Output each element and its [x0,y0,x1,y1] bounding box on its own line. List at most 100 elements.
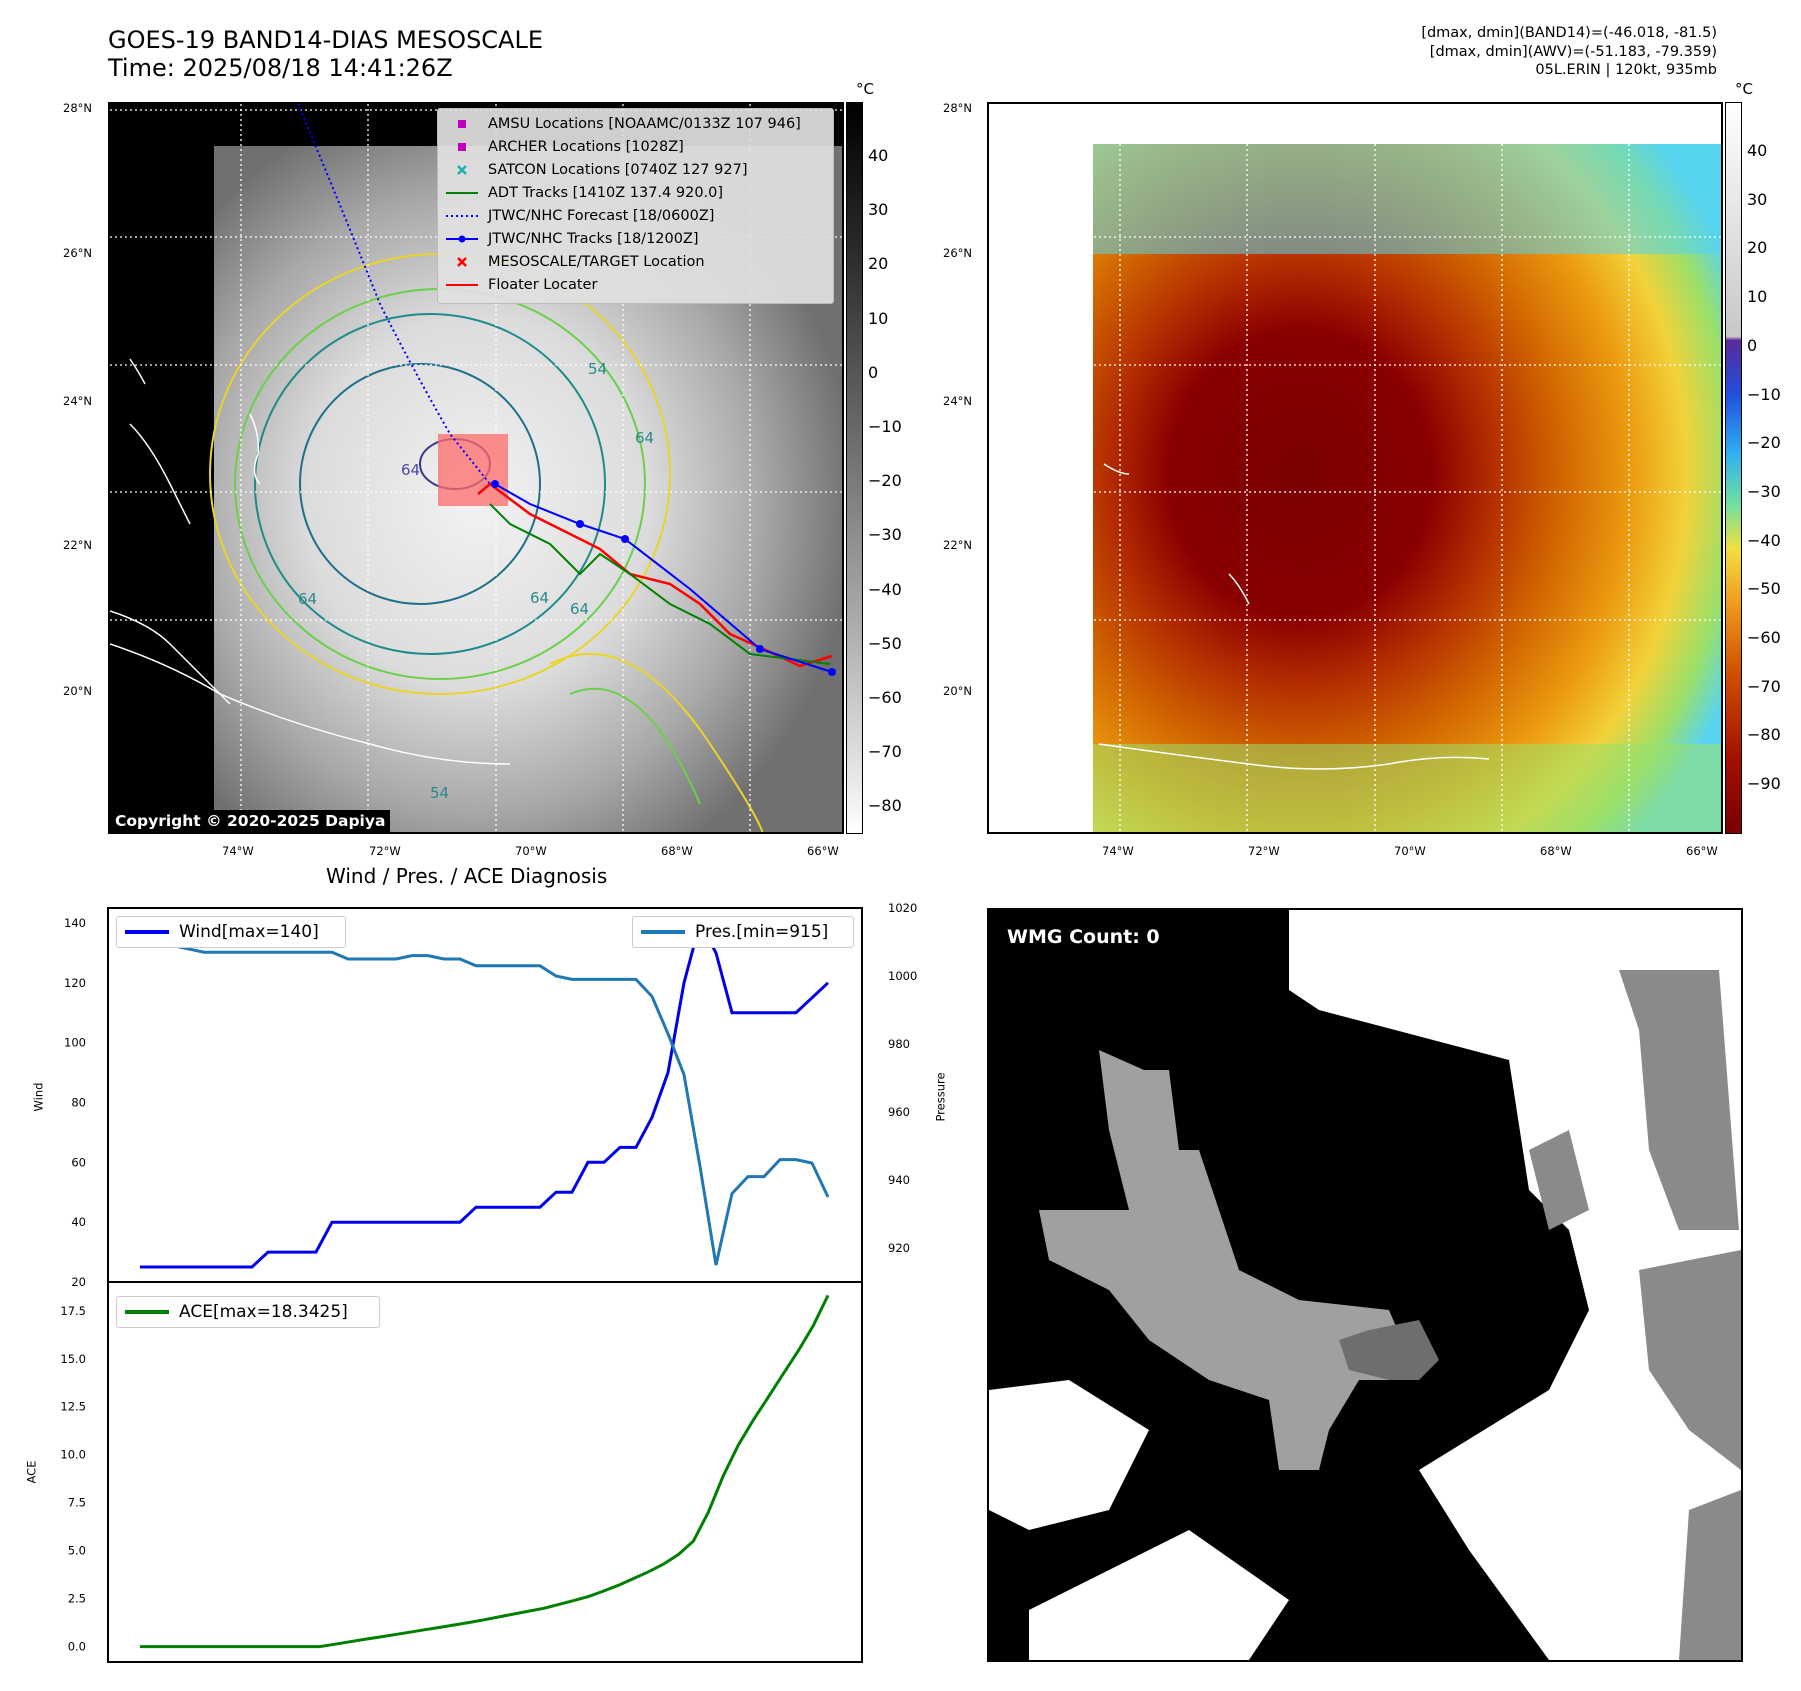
lon-label: 66°W [807,844,839,858]
axis-tick-label: 960 [888,1105,910,1119]
axis-tick-label: 12.5 [60,1400,86,1414]
colorbar-tick-label: 40 [1747,141,1768,160]
line-icon [446,284,478,286]
colorbar-unit: °C [1735,80,1753,98]
wmg-count-badge: WMG Count: 0 [999,922,1168,952]
contour-label: 64 [401,461,421,479]
colorbar-tick-label: −10 [1747,384,1781,404]
lon-label: 74°W [1102,844,1134,858]
colorbar-tick-label: 20 [1747,238,1768,258]
copyright-label: Copyright © 2020-2025 Dapiya [110,810,391,832]
ace-axis-label: ACE [24,1460,39,1484]
pressure-series-line [140,920,830,1266]
x-marker-icon [457,165,467,175]
wind-legend: Wind[max=140] [116,916,346,948]
colorbar-tick-label: −30 [1747,481,1781,501]
colorbar-unit: °C [856,80,874,98]
dotted-line-icon [446,215,478,217]
axis-tick-label: 17.5 [60,1304,86,1318]
lat-label: 26°N [63,246,92,260]
lat-label: 24°N [63,394,92,408]
figure-title: GOES-19 BAND14-DIAS MESOSCALE Time: 2025/… [108,26,544,82]
axis-tick-label: 920 [888,1241,910,1255]
awv-colorbar [1725,102,1742,834]
axis-tick-label: 40 [71,1215,86,1229]
colorbar-tick-label: −90 [1747,774,1781,794]
line-icon [125,1310,169,1314]
colorbar-tick-label: 10 [868,308,889,328]
axis-tick-label: 10.0 [60,1448,86,1462]
axis-tick-label: 2.5 [68,1592,86,1606]
colorbar-tick-label: −80 [868,796,902,816]
wmg-panel: WMG Count: 0 [987,908,1743,1662]
lon-label: 72°W [1248,844,1280,858]
ir-colorbar [846,102,863,834]
axis-tick-label: 140 [64,916,86,930]
awv-map-panel [987,102,1723,834]
colorbar-tick-label: 10 [1747,287,1768,307]
lat-label: 22°N [63,538,92,552]
colorbar-tick-label: −20 [1747,433,1781,453]
axis-tick-label: 5.0 [68,1544,86,1558]
ace-legend: ACE[max=18.3425] [116,1296,380,1328]
contour-label: 64 [298,590,318,608]
lat-label: 26°N [943,246,972,260]
colorbar-tick-label: −80 [1747,725,1781,745]
colorbar-tick-label: −40 [868,579,902,599]
axis-tick-label: 980 [888,1037,910,1051]
figure-stats: [dmax, dmin](BAND14)=(-46.018, -81.5) [dm… [1421,25,1717,78]
axis-tick-label: 1020 [888,901,917,915]
axis-tick-label: 60 [71,1155,86,1169]
contour-label: 54 [588,360,608,378]
pressure-axis-label: Pressure [933,1072,948,1122]
axis-tick-label: 100 [64,1036,86,1050]
lon-label: 70°W [1394,844,1426,858]
lat-label: 22°N [943,538,972,552]
ace-series-line [140,1294,830,1649]
forecast-track [297,104,491,485]
axis-tick-label: 120 [64,976,86,990]
axis-tick-label: 0.0 [68,1640,86,1654]
colorbar-tick-label: −60 [868,688,902,707]
awv-map-image [989,104,1721,832]
adt-track [489,503,831,665]
diagnosis-chart-title: Wind / Pres. / ACE Diagnosis [326,864,608,888]
colorbar-tick-label: 30 [1747,189,1768,209]
colorbar-tick-label: −50 [1747,579,1781,599]
axis-tick-label: 20 [71,1275,86,1289]
lat-label: 28°N [943,101,972,115]
wind-axis-label: Wind [31,1082,46,1112]
axis-tick-label: 7.5 [68,1496,86,1510]
axis-tick-label: 940 [888,1173,910,1187]
colorbar-tick-label: −50 [868,633,902,653]
colorbar-tick-label: −30 [868,525,902,545]
mesoscale-target-box [438,434,508,506]
ir-map-panel: AMSU Locations [NOAAMC/0133Z 107 946] AR… [108,102,844,834]
colorbar-tick-label: −70 [1747,676,1781,696]
lon-label: 68°W [1540,844,1572,858]
contour-label: 64 [530,589,550,607]
contour-label: 54 [430,784,450,802]
colorbar-tick-label: 20 [868,254,889,274]
colorbar-tick-label: −40 [1747,530,1781,550]
square-marker-icon [458,120,466,128]
colorbar-tick-label: −60 [1747,628,1781,647]
lon-label: 72°W [369,844,401,858]
line-dot-icon [446,235,478,243]
lon-label: 66°W [1686,844,1718,858]
lon-label: 68°W [661,844,693,858]
line-icon [446,192,478,194]
lat-label: 20°N [943,684,972,698]
lon-label: 74°W [222,844,254,858]
wmg-image [989,910,1741,1660]
lon-label: 70°W [515,844,547,858]
colorbar-tick-label: 30 [868,200,889,220]
lat-label: 20°N [63,684,92,698]
x-marker-icon [457,257,467,267]
contour-label: 64 [635,429,655,447]
line-icon [641,930,685,934]
colorbar-tick-label: −10 [868,417,902,436]
colorbar-tick-label: 0 [1747,335,1758,355]
axis-tick-label: 80 [71,1095,86,1109]
line-icon [125,930,169,934]
